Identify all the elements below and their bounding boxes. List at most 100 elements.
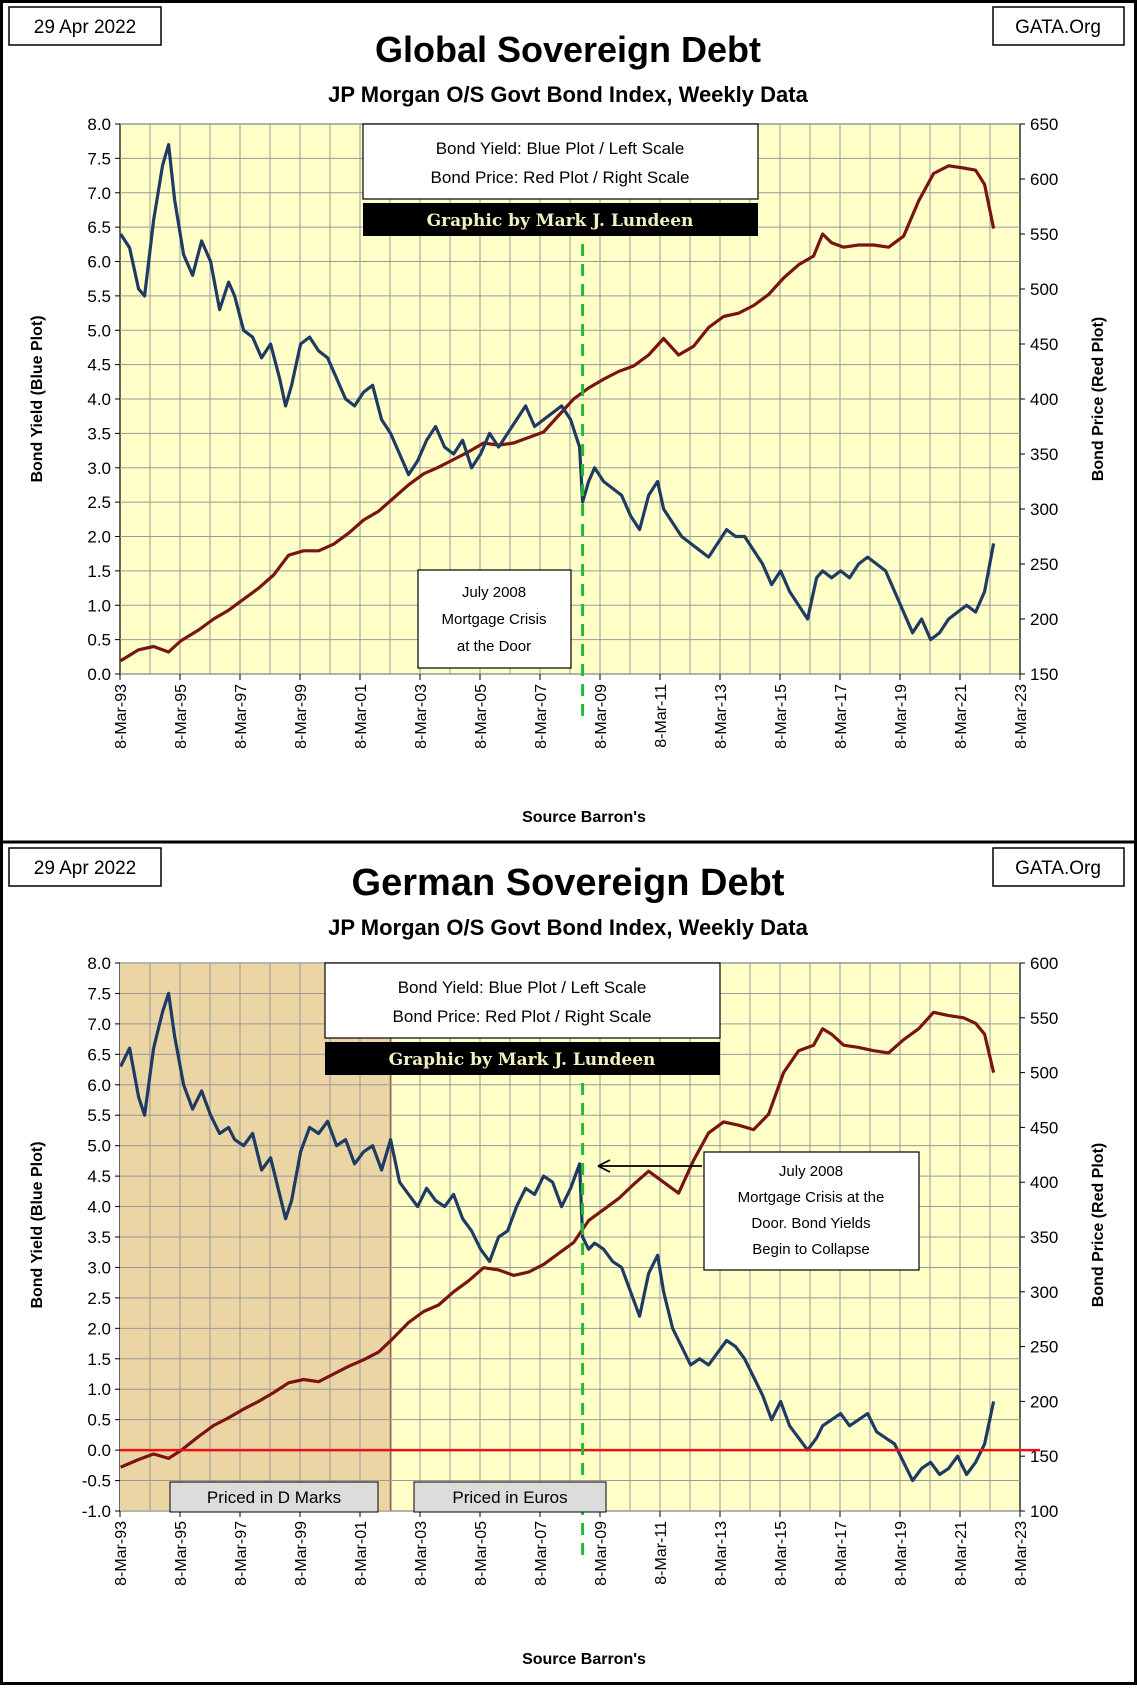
right-tick-label: 500	[1030, 1064, 1058, 1083]
x-axis: 8-Mar-93 8-Mar-95 8-Mar-97 8-Mar-99 8-Mar-01…	[113, 674, 1030, 749]
global-panel: 29 Apr 2022 GATA.Org Global Sovereign De…	[8, 6, 1125, 826]
left-tick-label: 4.0	[87, 390, 111, 409]
annotation-line-4: Begin to Collapse	[752, 1241, 870, 1258]
legend-line-2: Bond Price: Red Plot / Right Scale	[431, 168, 690, 187]
credit-label: Graphic by Mark J. Lundeen	[389, 1050, 656, 1070]
x-tick-label: 8-Mar-97	[233, 684, 250, 749]
x-tick-label: 8-Mar-19	[893, 684, 910, 749]
series-line-bond-price	[119, 164, 996, 663]
left-tick-label: 0.5	[87, 631, 111, 650]
left-tick-label: 3.0	[87, 1258, 111, 1277]
series-line-bond-yield	[119, 991, 996, 1483]
right-tick-label: 300	[1030, 500, 1058, 519]
legend-box	[362, 123, 759, 200]
left-tick-label: 2.5	[87, 1289, 111, 1308]
left-axis-label: Bond Yield (Blue Plot)	[29, 1141, 46, 1308]
left-tick-label: -0.5	[82, 1472, 111, 1491]
credit-box	[325, 1042, 720, 1075]
left-tick-label: 1.5	[87, 1350, 111, 1369]
chart-title: German Sovereign Debt	[352, 862, 785, 904]
x-tick-label: 8-Mar-05	[473, 684, 490, 749]
source-label: Source Barron's	[522, 809, 646, 826]
left-tick-label: 2.0	[87, 1319, 111, 1338]
legend-box	[324, 962, 721, 1039]
x-tick-label: 8-Mar-17	[833, 684, 850, 749]
x-tick-label: 8-Mar-17	[833, 1521, 850, 1586]
x-tick-label: 8-Mar-99	[293, 684, 310, 749]
annotation-line-3: at the Door	[457, 638, 531, 655]
left-tick-label: 7.5	[87, 149, 111, 168]
right-axis-label: Bond Price (Red Plot)	[1090, 1143, 1107, 1307]
left-tick-label: 0.0	[87, 665, 111, 684]
right-tick-label: 300	[1030, 1283, 1058, 1302]
x-axis: 8-Mar-93 8-Mar-95 8-Mar-97 8-Mar-99 8-Mar-01…	[113, 1511, 1030, 1586]
left-tick-label: 6.5	[87, 1045, 111, 1064]
annotation-line-2: Mortgage Crisis	[441, 611, 546, 628]
left-axis-label: Bond Yield (Blue Plot)	[29, 315, 46, 482]
right-axis-label: Bond Price (Red Plot)	[1090, 317, 1107, 481]
right-tick-label: 600	[1030, 954, 1058, 973]
x-tick-label: 8-Mar-99	[293, 1521, 310, 1586]
left-tick-label: 4.5	[87, 356, 111, 375]
site-box	[992, 6, 1125, 46]
x-tick-label: 8-Mar-05	[473, 1521, 490, 1586]
x-tick-label: 8-Mar-95	[173, 1521, 190, 1586]
left-tick-label: 2.5	[87, 493, 111, 512]
right-tick-label: 650	[1030, 115, 1058, 134]
right-tick-label: 150	[1030, 665, 1058, 684]
legend-line-1: Bond Yield: Blue Plot / Left Scale	[436, 139, 685, 158]
x-tick-label: 8-Mar-13	[713, 684, 730, 749]
date-box	[8, 847, 162, 887]
right-axis: 100 150 200 250 300 350 400 450 500 550 600	[1020, 954, 1058, 1521]
source-label: Source Barron's	[522, 1651, 646, 1668]
euro-label-box	[413, 1481, 607, 1513]
dmark-label: Priced in D Marks	[207, 1488, 341, 1507]
x-tick-label: 8-Mar-09	[593, 1521, 610, 1586]
left-tick-label: 1.0	[87, 1380, 111, 1399]
chart-subtitle: JP Morgan O/S Govt Bond Index, Weekly Da…	[328, 82, 808, 107]
left-tick-label: 0.0	[87, 1441, 111, 1460]
left-axis: -1.0 -0.5 0.0 0.5 1.0 1.5 2.0 2.5 3.0 3.5 4.0 4.5 5.…	[82, 954, 120, 1521]
left-tick-label: 7.5	[87, 984, 111, 1003]
annotation-line-1: July 2008	[779, 1163, 843, 1180]
x-tick-label: 8-Mar-95	[173, 684, 190, 749]
right-tick-label: 450	[1030, 335, 1058, 354]
left-tick-label: 3.0	[87, 459, 111, 478]
x-tick-label: 8-Mar-97	[233, 1521, 250, 1586]
left-tick-label: 6.0	[87, 1076, 111, 1095]
credit-box	[363, 203, 758, 236]
grid	[120, 123, 1020, 675]
left-tick-label: 5.5	[87, 1106, 111, 1125]
left-tick-label: 5.0	[87, 1137, 111, 1156]
left-tick-label: 6.0	[87, 253, 111, 272]
annotation-box	[417, 569, 572, 669]
x-tick-label: 8-Mar-01	[353, 1521, 370, 1586]
arrow-head-icon	[597, 1159, 611, 1173]
left-tick-label: 3.5	[87, 1228, 111, 1247]
left-tick-label: 8.0	[87, 954, 111, 973]
x-tick-label: 8-Mar-15	[773, 684, 790, 749]
annotation-line-3: Door. Bond Yields	[751, 1215, 870, 1232]
x-tick-label: 8-Mar-13	[713, 1521, 730, 1586]
legend-line-1: Bond Yield: Blue Plot / Left Scale	[398, 978, 647, 997]
chart-title: Global Sovereign Debt	[375, 29, 761, 70]
x-tick-label: 8-Mar-07	[533, 1521, 550, 1586]
left-tick-label: 1.5	[87, 562, 111, 581]
x-tick-label: 8-Mar-11	[653, 684, 670, 748]
right-axis: 150 200 250 300 350 400 450 500 550 600 650	[1020, 115, 1058, 684]
date-label: 29 Apr 2022	[34, 858, 136, 879]
series-line-bond-yield	[119, 143, 996, 642]
left-tick-label: 3.5	[87, 424, 111, 443]
x-tick-label: 8-Mar-23	[1013, 684, 1030, 749]
euro-label: Priced in Euros	[452, 1488, 567, 1507]
series-line-bond-price	[119, 1010, 996, 1469]
right-tick-label: 350	[1030, 1228, 1058, 1247]
x-tick-label: 8-Mar-15	[773, 1521, 790, 1586]
right-tick-label: 350	[1030, 445, 1058, 464]
right-tick-label: 550	[1030, 1009, 1058, 1028]
right-tick-label: 100	[1030, 1502, 1058, 1521]
left-axis: 0.0 0.5 1.0 1.5 2.0 2.5 3.0 3.5 4.0 4.5 5.0 5.5 6.0 6…	[87, 115, 120, 684]
left-tick-label: 5.5	[87, 287, 111, 306]
x-tick-label: 8-Mar-93	[113, 1521, 130, 1586]
